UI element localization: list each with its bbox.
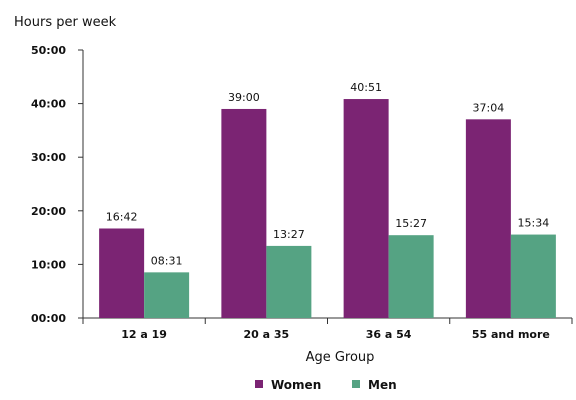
- y-tick-label: 20:00: [31, 205, 66, 218]
- bar-women: [343, 99, 389, 318]
- y-tick-label: 40:00: [31, 98, 66, 111]
- data-label: 16:42: [106, 210, 138, 223]
- data-label: 08:31: [151, 254, 183, 267]
- data-label: 15:34: [518, 217, 550, 230]
- x-tick-label: 12 a 19: [121, 328, 167, 341]
- data-label: 13:27: [273, 228, 305, 241]
- bar-women: [99, 228, 145, 318]
- legend: Women Men: [255, 378, 397, 392]
- legend-swatch-women: [255, 380, 263, 388]
- plot-area: 00:00 10:00 20:00 30:00 40:00 50:00 16:42 08:31…: [31, 44, 573, 341]
- y-tick-label: 10:00: [31, 258, 66, 271]
- bar-men: [266, 245, 312, 318]
- data-label: 37:04: [473, 101, 505, 114]
- bar-women: [465, 119, 511, 319]
- x-tick-label: 36 a 54: [366, 328, 412, 341]
- y-tick-label: 50:00: [31, 44, 66, 57]
- legend-swatch-men: [352, 380, 360, 388]
- x-tick-label: 20 a 35: [244, 328, 290, 341]
- bar-men: [388, 235, 434, 318]
- data-label: 40:51: [350, 81, 382, 94]
- data-label: 39:00: [228, 91, 260, 104]
- data-label: 15:27: [395, 217, 427, 230]
- bar-men: [144, 272, 190, 318]
- bar-women: [221, 108, 267, 319]
- y-tick-label: 30:00: [31, 151, 66, 164]
- x-axis-title: Age Group: [306, 350, 375, 365]
- legend-label-women: Women: [271, 378, 321, 392]
- bar-men: [510, 234, 556, 318]
- y-tick-label: 00:00: [31, 312, 66, 325]
- x-tick-label: 55 and more: [472, 328, 550, 341]
- y-axis-title: Hours per week: [14, 15, 117, 30]
- legend-label-men: Men: [368, 378, 397, 392]
